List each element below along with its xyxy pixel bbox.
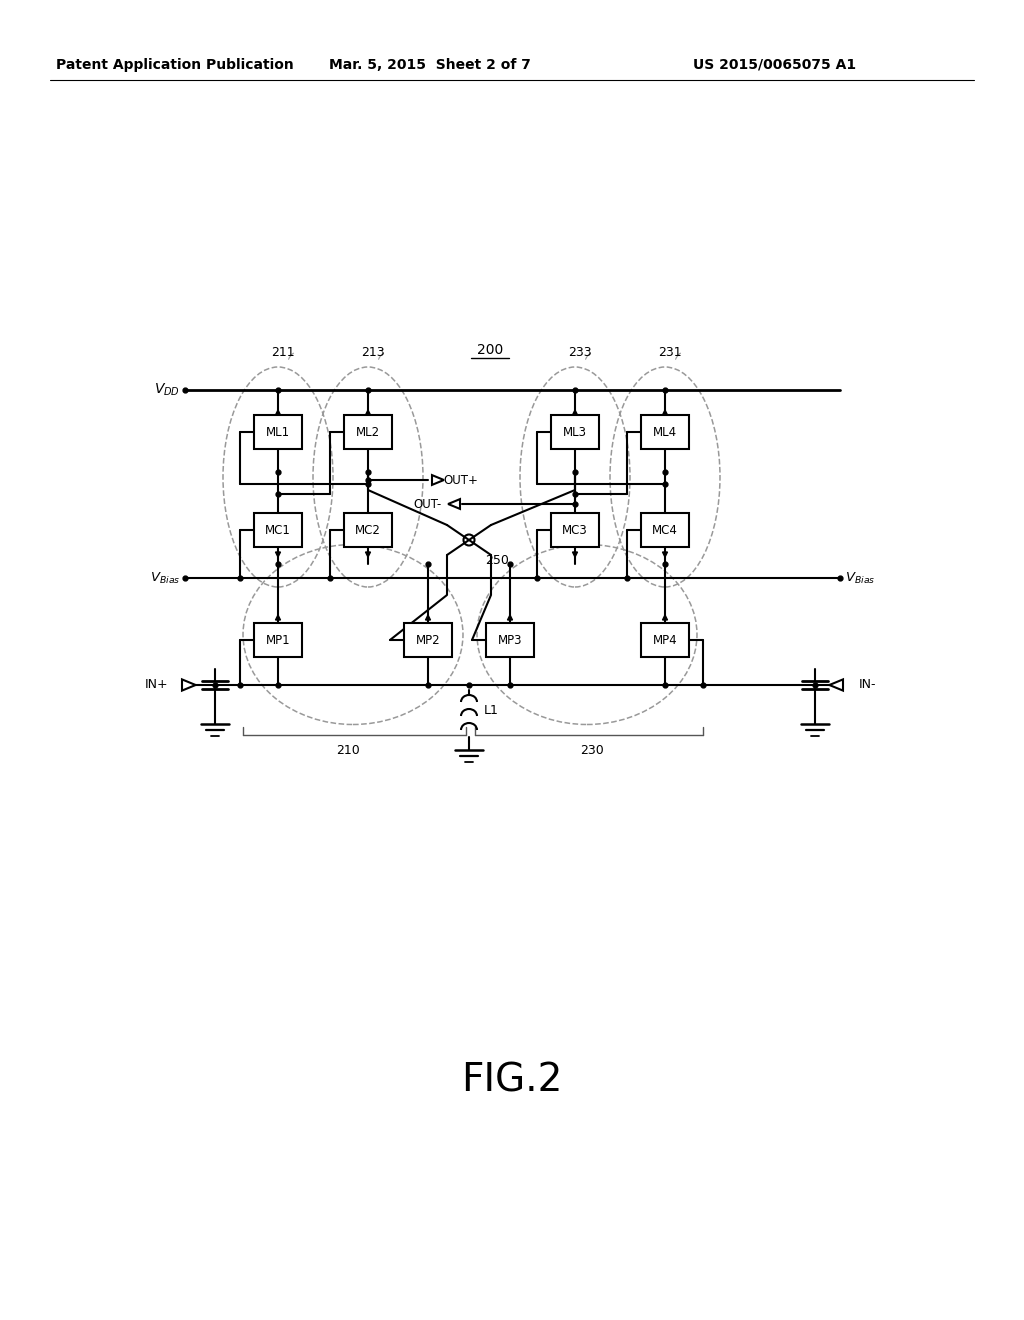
- Polygon shape: [275, 552, 281, 557]
- Bar: [641, 414, 689, 449]
- Polygon shape: [572, 552, 578, 557]
- Text: ML3: ML3: [563, 425, 587, 438]
- Text: 210: 210: [336, 743, 359, 756]
- Text: MC3: MC3: [562, 524, 588, 536]
- Text: MP2: MP2: [416, 634, 440, 647]
- Text: MC2: MC2: [355, 524, 381, 536]
- Bar: [344, 513, 392, 546]
- Text: ML4: ML4: [653, 425, 677, 438]
- Text: $V_{Bias}$: $V_{Bias}$: [150, 570, 180, 586]
- Text: US 2015/0065075 A1: US 2015/0065075 A1: [693, 58, 856, 73]
- Polygon shape: [182, 680, 196, 690]
- Text: ML2: ML2: [356, 425, 380, 438]
- Polygon shape: [275, 411, 281, 414]
- Text: Mar. 5, 2015  Sheet 2 of 7: Mar. 5, 2015 Sheet 2 of 7: [329, 58, 530, 73]
- Text: MC4: MC4: [652, 524, 678, 536]
- Text: IN-: IN-: [859, 678, 877, 692]
- Text: OUT-: OUT-: [414, 498, 442, 511]
- Text: 250: 250: [485, 553, 509, 566]
- Text: 231: 231: [658, 346, 682, 359]
- Text: Patent Application Publication: Patent Application Publication: [56, 58, 294, 73]
- Polygon shape: [829, 680, 843, 690]
- Bar: [254, 414, 302, 449]
- Text: 233: 233: [568, 346, 592, 359]
- Text: $V_{DD}$: $V_{DD}$: [154, 381, 180, 399]
- Text: MC1: MC1: [265, 524, 291, 536]
- Text: 230: 230: [581, 743, 604, 756]
- Text: ML1: ML1: [266, 425, 290, 438]
- Polygon shape: [366, 552, 371, 557]
- Polygon shape: [572, 411, 578, 414]
- Polygon shape: [449, 499, 460, 510]
- Text: MP4: MP4: [652, 634, 677, 647]
- Polygon shape: [275, 615, 281, 620]
- Polygon shape: [663, 615, 668, 620]
- Text: L1: L1: [483, 704, 499, 717]
- Bar: [641, 623, 689, 657]
- Text: 200: 200: [477, 343, 503, 356]
- Bar: [551, 414, 599, 449]
- Bar: [486, 623, 534, 657]
- Bar: [254, 513, 302, 546]
- Bar: [404, 623, 452, 657]
- Text: FIG.2: FIG.2: [462, 1061, 562, 1100]
- Bar: [551, 513, 599, 546]
- Text: OUT+: OUT+: [443, 474, 478, 487]
- Polygon shape: [663, 411, 668, 414]
- Bar: [344, 414, 392, 449]
- Polygon shape: [366, 411, 371, 414]
- Polygon shape: [426, 615, 430, 620]
- Bar: [254, 623, 302, 657]
- Polygon shape: [508, 615, 512, 620]
- Text: 213: 213: [361, 346, 385, 359]
- Polygon shape: [432, 475, 443, 484]
- Text: IN+: IN+: [145, 678, 169, 692]
- Text: MP1: MP1: [265, 634, 291, 647]
- Text: $V_{Bias}$: $V_{Bias}$: [845, 570, 876, 586]
- Polygon shape: [663, 552, 668, 557]
- Text: MP3: MP3: [498, 634, 522, 647]
- Text: 211: 211: [271, 346, 295, 359]
- Bar: [641, 513, 689, 546]
